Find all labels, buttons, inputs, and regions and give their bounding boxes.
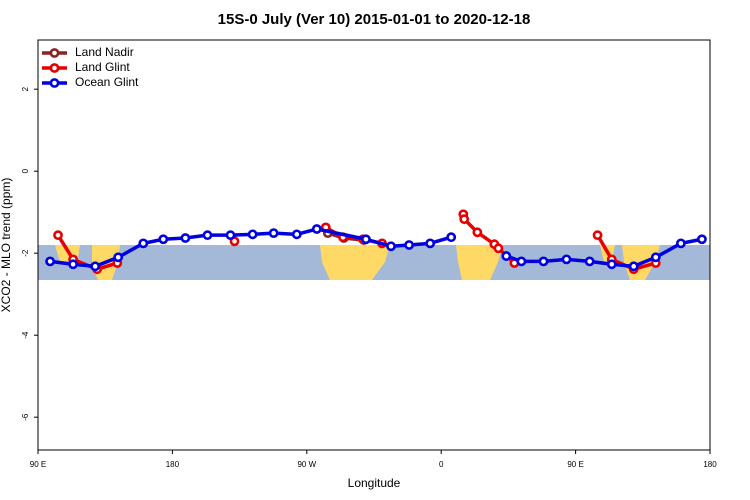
data-point — [516, 256, 527, 267]
legend-marker — [49, 48, 60, 58]
data-point — [361, 234, 371, 245]
data-point — [501, 251, 512, 261]
data-point — [592, 230, 603, 241]
data-point — [606, 259, 617, 270]
x-tick-label: 0 — [439, 460, 444, 469]
data-point — [425, 238, 436, 249]
data-point — [446, 232, 457, 243]
y-tick-label: -6 — [21, 413, 30, 421]
legend-marker — [49, 63, 60, 73]
data-point — [311, 224, 322, 234]
x-tick-label: 180 — [703, 460, 717, 469]
data-point — [113, 252, 124, 263]
x-tick-label: 90 E — [567, 460, 583, 469]
x-tick-label: 180 — [166, 460, 180, 469]
data-point — [68, 259, 78, 270]
data-point — [472, 227, 483, 238]
data-point — [90, 261, 101, 272]
data-point — [158, 234, 169, 245]
data-point — [628, 261, 639, 272]
data-point — [538, 256, 549, 267]
data-point — [493, 243, 504, 254]
data-point — [138, 238, 149, 249]
data-point — [675, 238, 686, 249]
x-axis-label: Longitude — [348, 476, 401, 490]
data-point — [561, 254, 572, 265]
legend-label: Land Glint — [75, 60, 130, 74]
data-point — [291, 229, 302, 240]
data-point — [180, 233, 191, 243]
data-point — [247, 229, 258, 240]
data-point — [225, 230, 236, 241]
y-tick-label: -4 — [21, 331, 30, 339]
data-point — [45, 256, 55, 267]
data-point — [53, 230, 63, 241]
legend-label: Land Nadir — [75, 45, 134, 59]
legend-label: Ocean Glint — [75, 75, 139, 89]
y-axis-label: XCO2 - MLO trend (ppm) — [0, 178, 13, 313]
data-point — [404, 240, 414, 250]
y-tick-label: -2 — [21, 249, 30, 257]
data-point — [202, 230, 213, 241]
y-tick-label: 0 — [21, 168, 30, 173]
data-point — [268, 228, 279, 239]
data-point — [697, 234, 707, 245]
data-point — [386, 241, 396, 252]
chart-title: 15S-0 July (Ver 10) 2015-01-01 to 2020-1… — [218, 11, 531, 28]
data-point — [584, 256, 595, 267]
data-point — [459, 214, 470, 225]
y-tick-label: 2 — [21, 86, 30, 91]
x-tick-label: 90 W — [297, 460, 316, 469]
data-point — [650, 252, 661, 263]
plot-frame — [37, 39, 711, 451]
legend-marker — [49, 78, 60, 88]
x-tick-label: 90 E — [30, 460, 46, 469]
